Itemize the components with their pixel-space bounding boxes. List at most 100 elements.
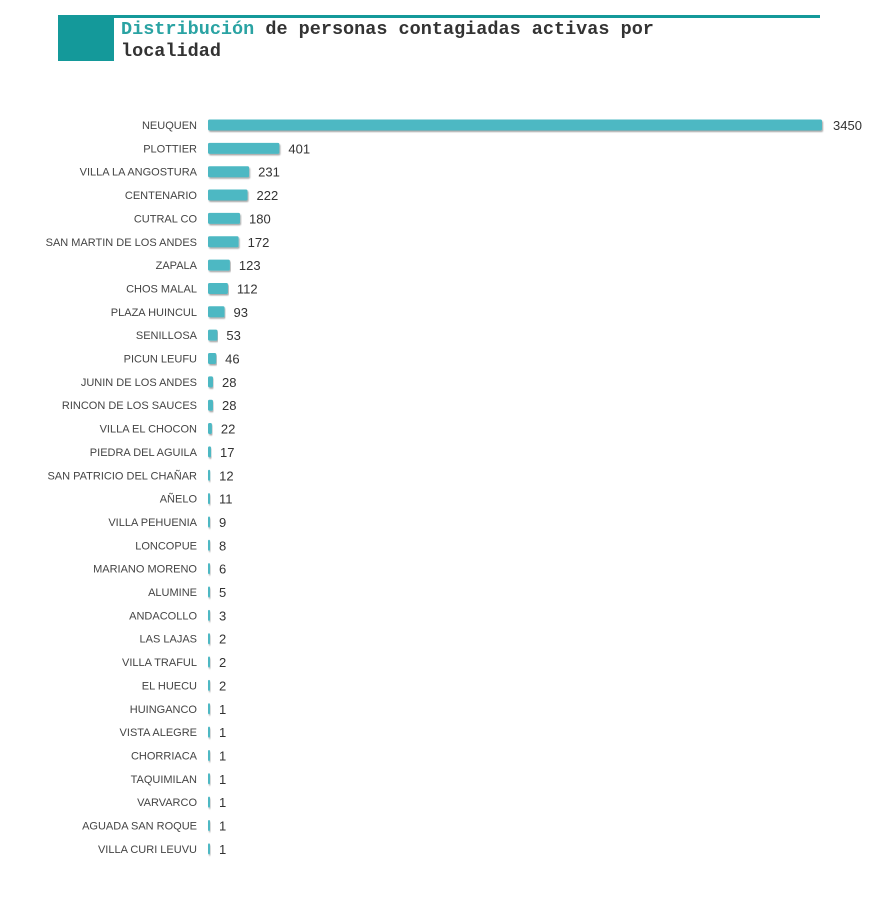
bar [208,749,210,761]
data-label: 1 [219,748,226,763]
bar [208,796,210,808]
bar [208,656,210,668]
bar [208,820,210,831]
bar [208,493,210,505]
bar [208,516,210,528]
bar [208,282,228,294]
data-label: 1 [219,842,226,857]
header-rule [58,15,820,18]
category-label: EL HUECU [142,680,197,692]
data-label: 17 [220,445,234,460]
bar [208,773,210,785]
category-label: SAN MARTIN DE LOS ANDES [46,237,197,249]
category-label: NEUQUEN [142,120,197,132]
category-label: HUINGANCO [130,704,198,716]
bar [208,423,212,435]
bar [208,236,239,248]
bar [208,446,212,458]
category-label: SENILLOSA [136,330,198,342]
category-label: CENTENARIO [125,190,198,202]
bar [208,189,248,201]
category-label: VILLA TRAFUL [122,657,197,669]
chart-title: Distribución de personas contagiadas act… [121,19,741,63]
data-label: 1 [219,819,226,834]
data-label: 123 [239,258,261,273]
data-label: 180 [249,211,271,226]
category-label: SAN PATRICIO DEL CHAÑAR [47,469,197,482]
data-label: 46 [225,352,239,367]
bar [208,119,822,131]
data-label: 1 [219,772,226,787]
data-label: 22 [221,422,235,437]
data-label: 231 [258,165,280,180]
data-label: 5 [219,585,226,600]
category-label: PLOTTIER [143,143,197,155]
title-accent: Distribución [121,19,255,40]
category-label: VILLA EL CHOCON [100,424,197,436]
data-label: 222 [257,188,279,203]
category-label: TAQUIMILAN [131,774,197,786]
title-rest: de personas contagiadas activas por loca… [121,19,654,62]
bar [208,679,210,691]
bar [208,259,230,271]
data-label: 12 [219,468,233,483]
data-label: 1 [219,795,226,810]
category-label: PIEDRA DEL AGUILA [90,447,198,459]
data-label: 11 [219,492,233,507]
category-label: JUNIN DE LOS ANDES [81,377,197,389]
category-label: AÑELO [160,493,198,506]
category-label: PICUN LEUFU [124,354,197,366]
data-label: 28 [222,398,236,413]
data-label: 1 [219,725,226,740]
data-label: 1 [219,702,226,717]
category-label: CUTRAL CO [134,213,198,225]
bar [208,586,210,598]
category-label: RINCON DE LOS SAUCES [62,400,197,412]
data-label: 401 [288,141,310,156]
bar [208,469,211,481]
category-label: CHOS MALAL [126,283,197,295]
data-label: 112 [237,281,258,296]
bar [208,726,210,738]
bar [208,843,210,855]
category-label: VILLA LA ANGOSTURA [80,167,198,179]
bar [208,609,210,621]
category-label: VILLA PEHUENIA [108,517,197,529]
category-label: VISTA ALEGRE [120,727,197,739]
category-label: VILLA CURI LEUVU [98,844,197,856]
category-label: ANDACOLLO [129,610,197,622]
category-label: MARIANO MORENO [93,564,197,576]
data-label: 93 [234,305,248,320]
category-label: ZAPALA [156,260,198,272]
bar [208,142,280,154]
data-label: 2 [219,632,226,647]
bar [208,353,217,364]
bar [208,563,210,575]
header-block [58,15,114,61]
bar [208,306,225,318]
data-label: 3 [219,608,226,623]
data-label: 3450 [833,118,862,133]
data-label: 9 [219,515,226,530]
bar [208,212,241,224]
data-label: 172 [248,235,270,250]
category-label: ALUMINE [148,587,197,599]
data-label: 53 [226,328,240,343]
bar [208,376,213,388]
category-label: VARVARCO [137,797,197,809]
bar [208,703,210,715]
bar [208,399,213,411]
bar [208,329,218,341]
bar [208,633,210,645]
data-label: 6 [219,562,226,577]
category-label: PLAZA HUINCUL [111,307,197,319]
data-label: 8 [219,538,226,553]
category-label: LAS LAJAS [140,634,197,646]
category-label: CHORRIACA [131,750,198,762]
data-label: 2 [219,678,226,693]
bar [208,539,210,551]
data-label: 28 [222,375,236,390]
bar [208,166,250,178]
category-label: AGUADA SAN ROQUE [82,821,197,833]
